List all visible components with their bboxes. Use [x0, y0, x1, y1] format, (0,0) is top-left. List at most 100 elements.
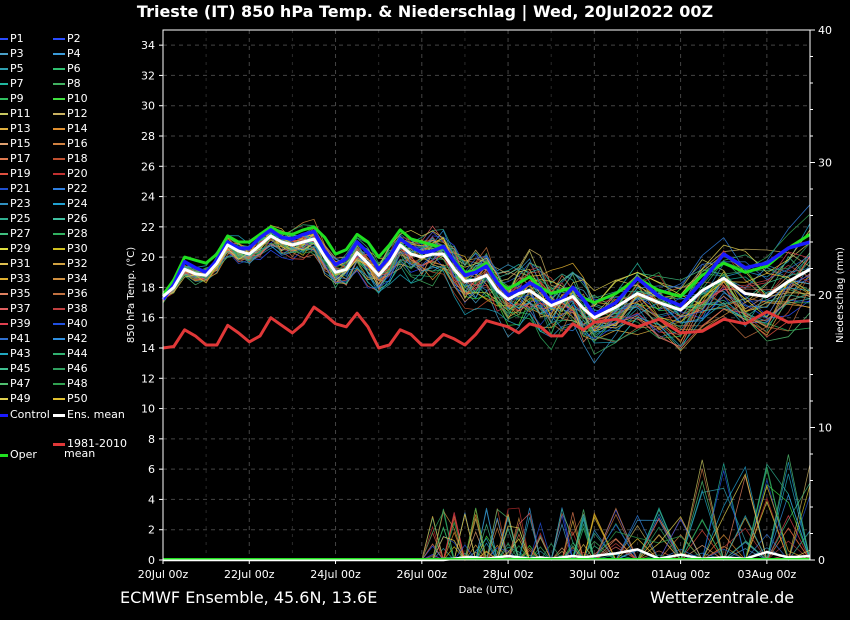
- legend-swatch: [0, 113, 8, 115]
- legend-label: P25: [10, 212, 31, 225]
- member-precip-line: [163, 485, 811, 561]
- legend-label: P5: [10, 62, 24, 75]
- legend-swatch: [0, 383, 8, 385]
- legend-swatch: [53, 143, 65, 145]
- series-line-ens-mean: [162, 234, 811, 320]
- legend-label: P38: [67, 302, 88, 315]
- x-tick-label: 24Jul 00z: [310, 568, 361, 581]
- grid-lines: [162, 30, 810, 561]
- legend-label: P44: [67, 347, 88, 360]
- y-left-tick-label: 0: [148, 554, 155, 567]
- legend-swatch: [53, 38, 65, 40]
- y-left-tick-label: 6: [148, 463, 155, 476]
- legend-item-p4: P4: [53, 47, 81, 61]
- legend-swatch: [0, 143, 8, 145]
- legend-label: P26: [67, 212, 88, 225]
- legend-label: Control: [10, 408, 50, 421]
- axis-ticks: 0246810121416182022242628303234010203040…: [138, 24, 832, 581]
- legend-item-p29: P29: [0, 242, 31, 256]
- legend-label: P33: [10, 272, 31, 285]
- legend-label: P35: [10, 287, 31, 300]
- legend-item-p33: P33: [0, 272, 31, 286]
- legend-item-p21: P21: [0, 182, 31, 196]
- legend-swatch: [53, 442, 65, 446]
- member-line: [162, 213, 811, 335]
- legend-swatch: [53, 353, 65, 355]
- legend-swatch: [0, 278, 8, 280]
- legend-item-p49: P49: [0, 392, 31, 406]
- legend-swatch: [53, 263, 65, 265]
- legend-label: P39: [10, 317, 31, 330]
- legend-swatch: [53, 53, 65, 55]
- legend-swatch: [53, 308, 65, 310]
- member-precip-line: [163, 529, 810, 561]
- legend-label: P2: [67, 32, 81, 45]
- legend-swatch: [0, 188, 8, 190]
- member-precip-line: [163, 493, 811, 561]
- x-tick-label: 30Jul 00z: [569, 568, 620, 581]
- legend-item-p14: P14: [53, 122, 88, 136]
- legend-item-p48: P48: [53, 377, 88, 391]
- legend-item-p41: P41: [0, 332, 31, 346]
- legend-label: P10: [67, 92, 88, 105]
- chart-title: Trieste (IT) 850 hPa Temp. & Niederschla…: [136, 2, 714, 21]
- x-tick-label: 20Jul 00z: [138, 568, 189, 581]
- legend-item-p17: P17: [0, 152, 31, 166]
- legend-swatch: [0, 353, 8, 355]
- legend-item-p12: P12: [53, 107, 88, 121]
- x-tick-label: 26Jul 00z: [397, 568, 448, 581]
- y-left-tick-label: 22: [141, 221, 155, 234]
- legend-swatch: [0, 453, 8, 457]
- legend-swatch: [0, 38, 8, 40]
- y-left-tick-label: 24: [141, 191, 155, 204]
- legend-swatch: [53, 188, 65, 190]
- legend-item-p40: P40: [53, 317, 88, 331]
- footer-source: ECMWF Ensemble, 45.6N, 13.6E: [120, 588, 378, 607]
- y-left-tick-label: 26: [141, 160, 155, 173]
- legend-item-p43: P43: [0, 347, 31, 361]
- legend-swatch: [0, 233, 8, 235]
- y-left-tick-label: 2: [148, 524, 155, 537]
- legend-swatch: [53, 323, 65, 325]
- member-precip-line: [163, 484, 811, 561]
- legend-label: P21: [10, 182, 31, 195]
- legend-swatch: [0, 398, 8, 400]
- y-left-tick-label: 8: [148, 433, 155, 446]
- legend-item-p36: P36: [53, 287, 88, 301]
- footer-site: Wetterzentrale.de: [650, 588, 795, 607]
- legend-label: P36: [67, 287, 88, 300]
- legend-item-climate: 1981-2010: [53, 437, 127, 451]
- x-tick-label: 28Jul 00z: [483, 568, 534, 581]
- legend-label: P7: [10, 77, 24, 90]
- legend-swatch: [0, 68, 8, 70]
- member-precip-line: [163, 470, 810, 562]
- legend-label: P42: [67, 332, 88, 345]
- legend-swatch: [0, 98, 8, 100]
- legend-label: P45: [10, 362, 31, 375]
- legend-label: P4: [67, 47, 81, 60]
- y-right-tick-label: 30: [818, 157, 832, 170]
- legend-label: P30: [67, 242, 88, 255]
- y-right-tick-label: 40: [818, 24, 832, 37]
- legend-swatch: [0, 83, 8, 85]
- series-line-control: [161, 228, 811, 317]
- legend-item-p31: P31: [0, 257, 31, 271]
- legend-swatch: [0, 263, 8, 265]
- legend-label: P34: [67, 272, 88, 285]
- legend-item-p42: P42: [53, 332, 88, 346]
- legend-swatch: [53, 113, 65, 115]
- legend-label: P19: [10, 167, 31, 180]
- legend-item-ens-mean: Ens. mean: [53, 408, 125, 422]
- y-left-tick-label: 10: [141, 403, 155, 416]
- legend-item-p1: P1: [0, 32, 24, 46]
- legend-swatch: [53, 218, 65, 220]
- legend-label: P1: [10, 32, 24, 45]
- y-right-tick-label: 20: [818, 289, 832, 302]
- y-right-tick-label: 0: [818, 554, 825, 567]
- y-left-tick-label: 12: [141, 372, 155, 385]
- y-left-tick-label: 14: [141, 342, 155, 355]
- legend-item-p18: P18: [53, 152, 88, 166]
- member-precip-line: [163, 454, 811, 561]
- legend-swatch: [53, 398, 65, 400]
